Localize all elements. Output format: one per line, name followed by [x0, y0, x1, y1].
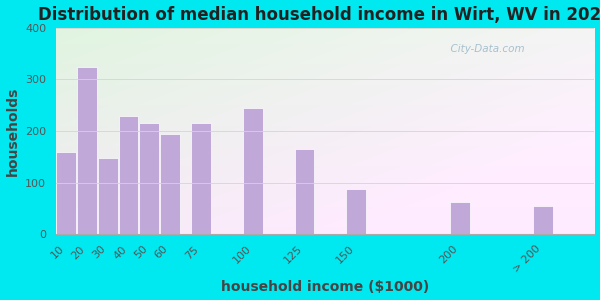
Bar [160, 134, 180, 234]
Bar [243, 108, 263, 234]
Title: Distribution of median household income in Wirt, WV in 2021: Distribution of median household income … [38, 6, 600, 24]
Bar [139, 123, 159, 234]
Bar [119, 116, 138, 234]
Text: City-Data.com: City-Data.com [443, 44, 524, 53]
Bar [450, 202, 470, 234]
Y-axis label: households: households [5, 86, 20, 176]
Bar [77, 67, 97, 234]
Bar [98, 158, 118, 234]
Bar [533, 206, 553, 234]
Bar [191, 123, 211, 234]
Bar [346, 189, 366, 234]
Bar [56, 152, 76, 234]
Bar [295, 149, 314, 234]
X-axis label: household income ($1000): household income ($1000) [221, 280, 430, 294]
